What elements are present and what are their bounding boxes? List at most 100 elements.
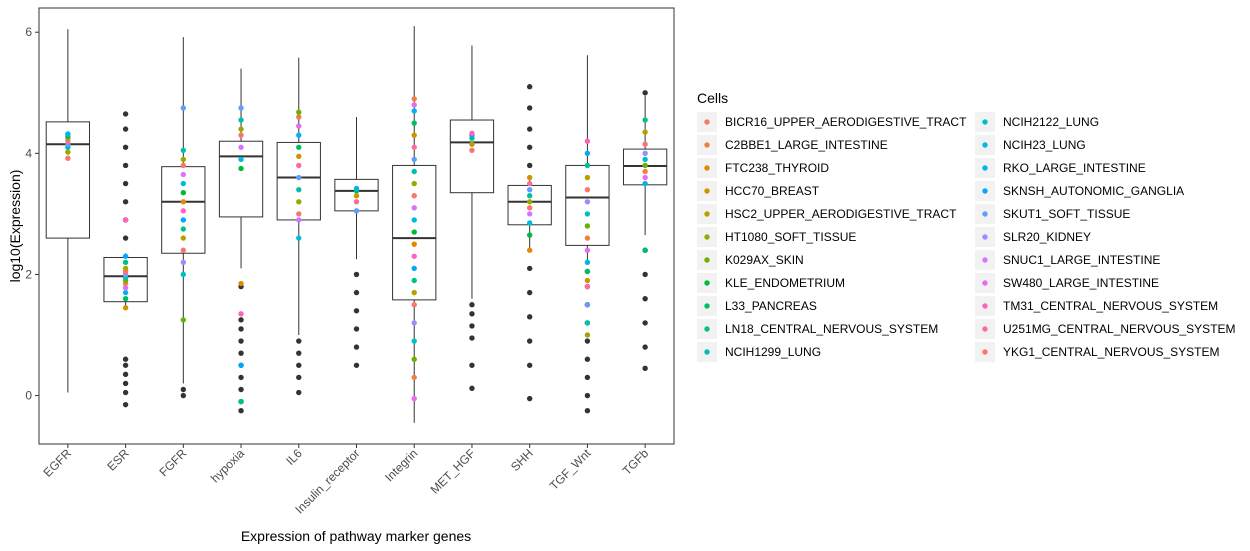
legend-label: L33_PANCREAS: [725, 299, 817, 313]
legend-item: TM31_CENTRAL_NERVOUS_SYSTEM: [975, 296, 1218, 316]
cell-points-group: [122, 217, 129, 311]
legend-item: K029AX_SKIN: [697, 250, 804, 270]
legend-swatch: [704, 280, 710, 286]
cell-point: [642, 141, 648, 147]
cell-point: [411, 144, 417, 150]
legend-swatch: [704, 326, 710, 332]
legend-item: SLR20_KIDNEY: [975, 227, 1091, 247]
cell-point: [469, 130, 475, 137]
legend-swatch: [982, 211, 988, 217]
cell-point: [122, 217, 129, 223]
legend: Cells BICR16_UPPER_AERODIGESTIVE_TRACT C2…: [697, 90, 1236, 362]
cell-point: [180, 317, 187, 323]
cell-point: [353, 193, 360, 199]
cell-point: [411, 120, 417, 126]
cell-point: [584, 186, 591, 193]
cell-points-group: [238, 105, 244, 405]
legend-item: C2BBE1_LARGE_INTESTINE: [697, 135, 888, 155]
x-axis-title: Expression of pathway marker genes: [241, 528, 471, 544]
cell-point: [411, 156, 417, 163]
outlier-point: [238, 350, 244, 356]
cell-point: [180, 217, 187, 223]
cell-point: [238, 126, 244, 132]
cell-point: [411, 132, 417, 138]
cell-point: [180, 156, 187, 163]
outlier-point: [584, 356, 591, 362]
outlier-point: [526, 126, 533, 132]
cell-point: [296, 153, 302, 160]
cell-point: [526, 174, 533, 181]
legend-swatch: [982, 119, 988, 125]
outlier-point: [469, 311, 475, 317]
legend-item: HCC70_BREAST: [697, 181, 820, 201]
cell-point: [238, 165, 244, 172]
cell-point: [642, 129, 648, 135]
cell-point: [411, 395, 417, 402]
cell-points-group: [411, 96, 417, 402]
cell-point: [122, 305, 129, 311]
legend-item: KLE_ENDOMETRIUM: [697, 273, 845, 293]
legend-label: U251MG_CENTRAL_NERVOUS_SYSTEM: [1003, 322, 1236, 336]
outlier-point: [526, 162, 533, 169]
cell-point: [180, 226, 187, 232]
outlier-point: [180, 392, 187, 399]
outlier-point: [584, 374, 591, 381]
outlier-point: [642, 90, 648, 96]
cell-point: [180, 171, 187, 178]
outlier-point: [122, 180, 129, 187]
outlier-point: [469, 385, 475, 391]
cell-point: [238, 156, 244, 163]
cell-points-group: [353, 185, 360, 214]
cell-point: [296, 235, 302, 241]
legend-item: BICR16_UPPER_AERODIGESTIVE_TRACT: [697, 112, 967, 132]
outlier-point: [180, 386, 187, 393]
legend-swatch: [704, 119, 710, 125]
legend-label: SKNSH_AUTONOMIC_GANGLIA: [1003, 184, 1184, 198]
cell-points-group: [180, 105, 187, 323]
cell-point: [411, 356, 417, 362]
legend-label: NCIH2122_LUNG: [1003, 115, 1099, 129]
cell-point: [238, 311, 244, 317]
outlier-point: [122, 371, 129, 378]
cell-points-group: [469, 130, 475, 154]
cell-point: [238, 362, 244, 368]
box-group: [218, 68, 264, 414]
outlier-point: [642, 295, 648, 302]
cell-point: [353, 208, 360, 214]
y-tick-label: 6: [25, 25, 32, 39]
cell-point: [411, 265, 417, 272]
cell-point: [411, 96, 417, 102]
outlier-point: [122, 389, 129, 396]
outlier-point: [353, 362, 360, 368]
cell-point: [353, 199, 360, 205]
cell-point: [469, 147, 475, 154]
cell-points-group: [584, 138, 591, 338]
outlier-point: [526, 338, 533, 344]
outlier-point: [122, 111, 129, 117]
legend-label: HSC2_UPPER_AERODIGESTIVE_TRACT: [725, 207, 957, 221]
cell-point: [238, 398, 244, 405]
x-tick-label: hypoxia: [208, 446, 247, 485]
legend-item: HSC2_UPPER_AERODIGESTIVE_TRACT: [697, 204, 957, 224]
outlier-point: [469, 362, 475, 368]
cell-point: [180, 162, 187, 169]
cell-point: [296, 174, 302, 181]
legend-item: SNUC1_LARGE_INTESTINE: [975, 250, 1160, 270]
cell-point: [411, 168, 417, 175]
cell-point: [411, 277, 417, 284]
cell-point: [584, 332, 591, 338]
box: [45, 121, 91, 239]
outlier-point: [122, 362, 129, 368]
legend-swatch: [982, 234, 988, 240]
cell-point: [180, 180, 187, 187]
legend-label: SLR20_KIDNEY: [1003, 230, 1091, 244]
outlier-point: [353, 308, 360, 314]
legend-label: BICR16_UPPER_AERODIGESTIVE_TRACT: [725, 115, 967, 129]
cell-point: [411, 193, 417, 199]
cell-point: [65, 131, 71, 137]
cell-point: [642, 174, 648, 181]
legend-title: Cells: [697, 90, 728, 106]
legend-swatch: [704, 142, 710, 148]
cell-point: [584, 247, 591, 253]
